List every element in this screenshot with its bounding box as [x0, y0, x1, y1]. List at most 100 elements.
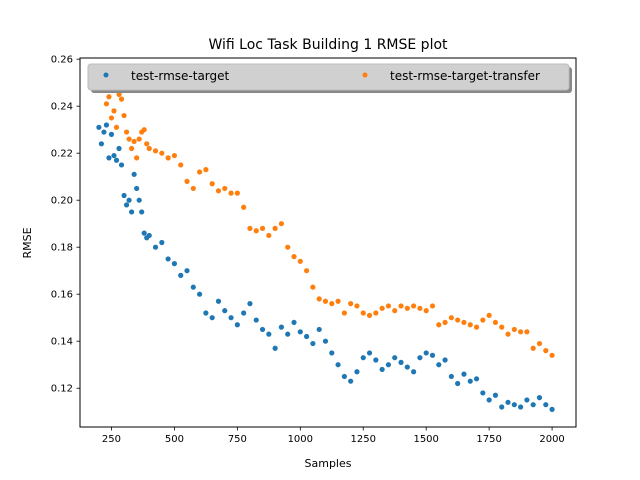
data-point-target — [159, 239, 165, 246]
data-point-transfer — [118, 96, 125, 102]
data-point-target — [297, 329, 303, 335]
data-point-target — [455, 380, 461, 387]
data-point-target — [190, 284, 196, 290]
data-point-transfer — [144, 141, 150, 147]
x-tick-label: 1750 — [476, 434, 501, 445]
data-point-transfer — [373, 310, 379, 316]
data-point-target — [411, 369, 417, 375]
data-point-transfer — [536, 340, 543, 347]
data-point-target — [316, 326, 322, 333]
data-point-transfer — [171, 152, 178, 159]
x-axis: 250 500 750 1000 1250 1500 1750 2000 — [102, 427, 565, 445]
data-point-target — [366, 350, 373, 356]
data-point-target — [129, 209, 135, 215]
data-point-transfer — [141, 127, 147, 133]
data-point-target — [203, 310, 209, 316]
data-point-target — [329, 350, 335, 356]
data-point-transfer — [272, 225, 278, 231]
data-point-transfer — [103, 101, 110, 107]
data-point-transfer — [429, 303, 436, 309]
data-point-transfer — [136, 136, 142, 142]
data-point-target — [101, 129, 107, 135]
data-point-target — [518, 404, 524, 410]
y-tick-label: 0.16 — [51, 290, 73, 301]
data-point-target — [113, 157, 120, 163]
data-point-transfer — [297, 258, 303, 264]
data-point-transfer — [126, 136, 132, 142]
data-point-transfer — [366, 312, 373, 318]
data-point-transfer — [404, 305, 410, 311]
data-point-transfer — [215, 188, 222, 194]
y-tick-label: 0.24 — [51, 102, 73, 113]
data-point-target — [373, 357, 379, 363]
data-point-target — [272, 345, 278, 351]
data-point-target — [141, 230, 147, 236]
data-point-transfer — [448, 315, 454, 321]
data-point-transfer — [190, 185, 196, 192]
data-point-transfer — [505, 331, 511, 337]
data-point-transfer — [341, 310, 347, 316]
data-point-target — [511, 402, 517, 408]
data-point-target — [266, 331, 272, 337]
legend-label-target: test-rmse-target — [131, 69, 230, 83]
legend-box — [87, 63, 570, 91]
data-point-target — [354, 369, 360, 375]
data-point-target — [291, 319, 297, 326]
data-point-transfer — [335, 298, 341, 304]
data-point-transfer — [304, 268, 310, 274]
data-point-target — [196, 291, 203, 297]
x-tick-label: 500 — [165, 434, 184, 445]
data-point-transfer — [499, 324, 505, 330]
data-point-target — [505, 399, 511, 405]
data-point-transfer — [285, 244, 291, 250]
data-point-transfer — [253, 228, 259, 234]
data-point-transfer — [106, 94, 112, 100]
data-point-target — [184, 268, 190, 274]
data-point-target — [335, 362, 341, 368]
data-point-transfer — [123, 129, 130, 135]
data-point-target — [131, 171, 137, 177]
data-point-transfer — [322, 298, 329, 304]
data-point-target — [123, 202, 130, 208]
data-point-transfer — [530, 345, 536, 351]
data-point-target — [348, 378, 354, 384]
data-point-transfer — [152, 148, 159, 154]
data-point-target — [228, 315, 234, 321]
data-point-transfer — [146, 145, 152, 152]
data-point-target — [134, 185, 140, 192]
data-point-transfer — [348, 301, 354, 307]
data-point-target — [278, 324, 285, 330]
y-tick-label: 0.12 — [51, 384, 73, 395]
data-point-target — [259, 326, 266, 333]
y-tick-label: 0.22 — [51, 149, 73, 160]
data-point-transfer — [184, 178, 190, 184]
x-tick-label: 1250 — [351, 434, 376, 445]
data-point-transfer — [131, 138, 137, 145]
data-point-target — [549, 406, 555, 412]
data-point-transfer — [203, 167, 209, 173]
data-point-transfer — [316, 296, 322, 302]
x-tick-label: 1000 — [288, 434, 313, 445]
data-point-target — [536, 395, 543, 401]
data-point-target — [222, 308, 228, 314]
data-point-target — [524, 397, 530, 403]
data-point-target — [215, 298, 222, 304]
data-point-target — [442, 357, 448, 363]
data-point-target — [360, 355, 366, 361]
data-point-transfer — [473, 324, 480, 330]
data-point-transfer — [291, 254, 297, 260]
data-point-transfer — [492, 319, 499, 326]
data-point-transfer — [278, 221, 285, 227]
data-point-target — [310, 340, 316, 347]
x-tick-label: 250 — [102, 434, 121, 445]
data-point-target — [118, 162, 125, 168]
data-point-target — [247, 301, 253, 307]
data-point-transfer — [360, 310, 366, 316]
legend: test-rmse-target test-rmse-target-transf… — [87, 63, 572, 93]
data-point-transfer — [266, 232, 272, 239]
data-point-target — [116, 145, 122, 152]
data-point-transfer — [524, 329, 530, 335]
data-point-transfer — [228, 190, 234, 196]
data-point-target — [98, 141, 104, 147]
